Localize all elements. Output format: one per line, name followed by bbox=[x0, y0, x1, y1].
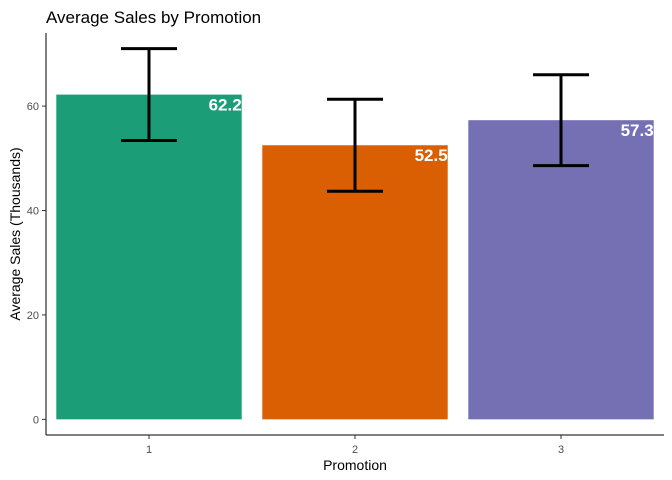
y-tick-label: 40 bbox=[27, 206, 39, 218]
data-label-2: 52.5 bbox=[415, 146, 448, 165]
x-tick-label: 3 bbox=[558, 444, 564, 456]
bar-1 bbox=[56, 94, 242, 420]
x-tick-label: 1 bbox=[146, 444, 152, 456]
x-tick-label: 2 bbox=[352, 444, 358, 456]
error-bar-1 bbox=[121, 47, 177, 143]
y-axis-title: Average Sales (Thousands) bbox=[7, 147, 23, 320]
x-axis-title: Promotion bbox=[323, 457, 387, 473]
data-label-3: 57.3 bbox=[621, 121, 654, 140]
chart-title: Average Sales by Promotion bbox=[46, 8, 261, 27]
data-label-1: 62.2 bbox=[209, 96, 242, 115]
x-axis-ticks: 1 2 3 bbox=[146, 435, 564, 456]
y-axis-ticks: 0 20 40 60 bbox=[27, 101, 46, 426]
error-bar-2 bbox=[327, 97, 383, 193]
y-tick-label: 20 bbox=[27, 310, 39, 322]
plot-area: 62.2 52.5 57.3 bbox=[56, 47, 654, 420]
y-tick-label: 0 bbox=[33, 414, 39, 426]
y-tick-label: 60 bbox=[27, 101, 39, 113]
error-bar-3 bbox=[533, 73, 589, 168]
bar-3 bbox=[468, 120, 654, 420]
